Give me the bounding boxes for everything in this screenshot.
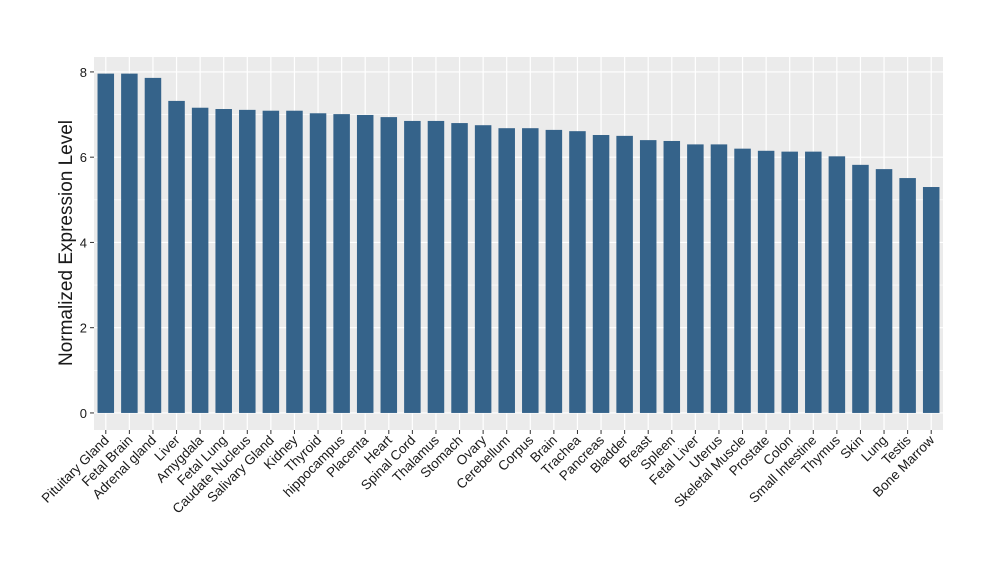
bar	[687, 144, 704, 413]
y-tick-label: 2	[80, 321, 87, 336]
y-tick-label: 0	[80, 406, 87, 421]
bar	[569, 131, 586, 413]
bar	[592, 135, 610, 413]
bar	[191, 107, 209, 413]
bar	[451, 123, 468, 413]
y-tick-label: 4	[80, 235, 87, 250]
bar	[97, 73, 115, 413]
bar	[522, 128, 539, 413]
bar	[239, 109, 256, 413]
bar	[899, 178, 916, 413]
plot-panel	[94, 57, 943, 430]
y-axis: 0 2 4 6 8	[80, 65, 94, 421]
bar	[262, 110, 280, 413]
bar	[498, 128, 515, 413]
bar	[875, 169, 893, 413]
bar	[639, 140, 657, 413]
y-tick-label: 8	[80, 65, 87, 80]
bar	[333, 114, 350, 413]
bar	[356, 114, 374, 413]
y-axis-title: Normalized Expression Level	[56, 120, 77, 366]
bar	[215, 109, 232, 413]
bar	[545, 129, 563, 413]
bars	[97, 73, 940, 413]
y-tick-label: 6	[80, 150, 87, 165]
bar	[616, 135, 633, 413]
bar	[805, 151, 822, 413]
bar	[474, 125, 492, 413]
bar	[710, 144, 728, 413]
bar	[121, 73, 138, 413]
bar	[734, 148, 751, 413]
bar	[852, 164, 869, 413]
bar	[427, 120, 445, 413]
bar	[757, 150, 775, 413]
bar	[404, 120, 421, 413]
bar	[380, 117, 398, 413]
bar	[781, 151, 798, 413]
bar	[168, 100, 185, 413]
bar	[663, 140, 681, 413]
bar	[286, 110, 303, 413]
bar	[828, 156, 846, 413]
bar	[309, 113, 327, 413]
bar	[922, 187, 940, 413]
bar	[144, 77, 162, 413]
